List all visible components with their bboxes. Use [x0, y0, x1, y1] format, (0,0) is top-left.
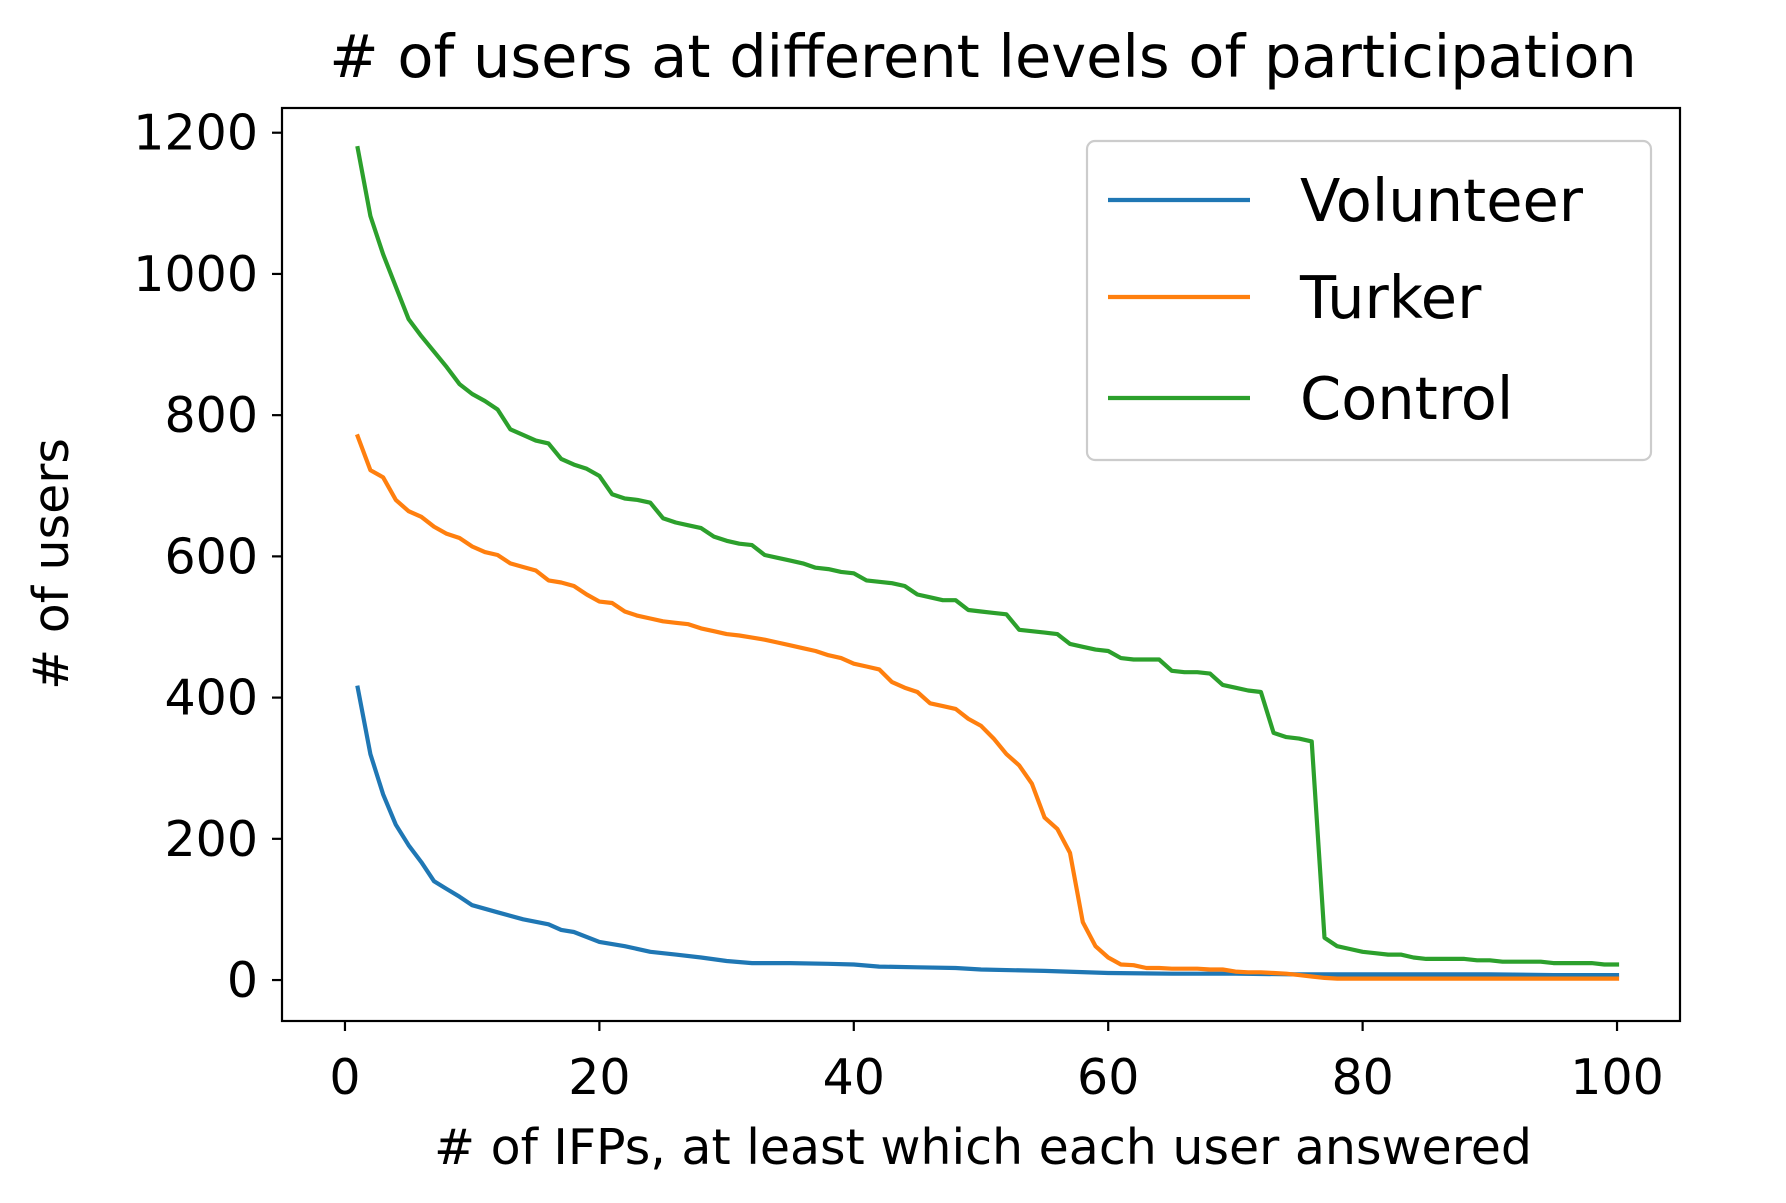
x-axis-ticks: 0 20 40 60 80 100 — [329, 1021, 1664, 1106]
x-axis-title: # of IFPs, at least which each user answ… — [434, 1119, 1532, 1176]
plot-frame — [280, 106, 1682, 1023]
chart-title: # of users at different levels of partic… — [329, 22, 1637, 91]
legend-box — [1085, 139, 1653, 462]
y-tick-label: 1000 — [133, 246, 258, 303]
y-tick-label: 1200 — [133, 105, 258, 162]
x-tick-label: 20 — [568, 1049, 630, 1106]
x-tick-label: 60 — [1077, 1049, 1139, 1106]
y-tick-label: 800 — [164, 387, 258, 444]
x-tick-label: 100 — [1570, 1049, 1664, 1106]
series-line-turker — [354, 433, 1620, 981]
series-line-control — [355, 145, 1620, 967]
legend-label-control: Control — [1300, 364, 1513, 433]
legend-entries: Volunteer Turker Control — [1108, 166, 1584, 433]
y-tick-label: 0 — [227, 952, 258, 1009]
x-tick-label: 0 — [329, 1049, 360, 1106]
y-tick-label: 200 — [164, 811, 258, 868]
series-line-volunteer — [355, 685, 1620, 978]
legend-label-volunteer: Volunteer — [1300, 166, 1584, 235]
y-axis-title: # of users — [23, 438, 80, 690]
legend-label-turker: Turker — [1299, 263, 1482, 332]
x-tick-label: 40 — [823, 1049, 885, 1106]
x-tick-label: 80 — [1331, 1049, 1393, 1106]
y-axis-ticks: 0 200 400 600 800 1000 1200 — [133, 105, 282, 1009]
y-tick-label: 400 — [164, 670, 258, 727]
chart-legend: Volunteer Turker Control — [1085, 139, 1653, 462]
plot-series — [354, 145, 1620, 981]
y-tick-label: 600 — [164, 528, 258, 585]
